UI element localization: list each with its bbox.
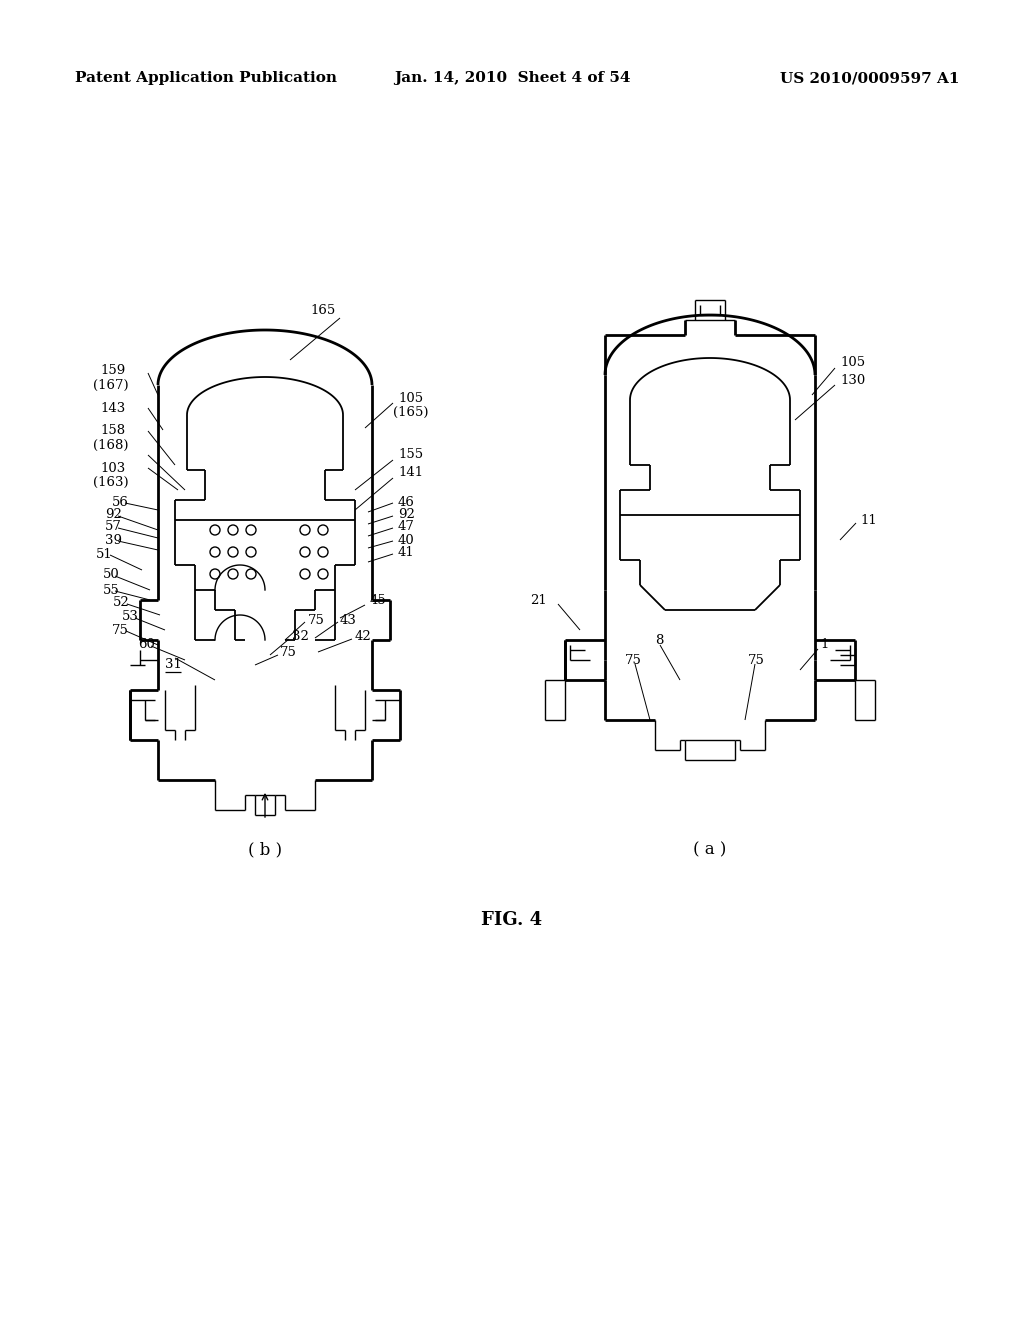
Text: FIG. 4: FIG. 4 — [481, 911, 543, 929]
Text: 40: 40 — [398, 533, 415, 546]
Text: 141: 141 — [398, 466, 423, 479]
Text: 39: 39 — [105, 533, 122, 546]
Text: (167): (167) — [93, 379, 129, 392]
Text: 159: 159 — [100, 363, 125, 376]
Text: 31: 31 — [165, 659, 182, 672]
Text: 103: 103 — [100, 462, 125, 474]
Text: 43: 43 — [340, 614, 357, 627]
Text: 55: 55 — [103, 583, 120, 597]
Text: Jan. 14, 2010  Sheet 4 of 54: Jan. 14, 2010 Sheet 4 of 54 — [394, 71, 630, 84]
Text: 155: 155 — [398, 449, 423, 462]
Text: 56: 56 — [112, 495, 129, 508]
Text: 21: 21 — [530, 594, 547, 606]
Text: 92: 92 — [105, 508, 122, 521]
Text: 42: 42 — [355, 631, 372, 644]
Text: 75: 75 — [625, 653, 642, 667]
Text: US 2010/0009597 A1: US 2010/0009597 A1 — [780, 71, 961, 84]
Text: 75: 75 — [308, 614, 325, 627]
Text: 46: 46 — [398, 495, 415, 508]
Text: 1: 1 — [820, 639, 828, 652]
Text: 130: 130 — [840, 374, 865, 387]
Text: 60: 60 — [138, 639, 155, 652]
Text: 41: 41 — [398, 546, 415, 560]
Text: 92: 92 — [398, 508, 415, 521]
Text: 8: 8 — [655, 634, 664, 647]
Text: 50: 50 — [103, 569, 120, 582]
Text: ( b ): ( b ) — [248, 842, 282, 858]
Text: (165): (165) — [393, 405, 428, 418]
Text: 47: 47 — [398, 520, 415, 533]
Text: 75: 75 — [280, 647, 297, 660]
Text: ( a ): ( a ) — [693, 842, 727, 858]
Text: (163): (163) — [93, 475, 129, 488]
Text: 165: 165 — [310, 304, 335, 317]
Text: 53: 53 — [122, 610, 139, 623]
Text: 158: 158 — [100, 424, 125, 437]
Text: 51: 51 — [96, 549, 113, 561]
Text: Patent Application Publication: Patent Application Publication — [75, 71, 337, 84]
Text: 105: 105 — [840, 356, 865, 370]
Text: 105: 105 — [398, 392, 423, 404]
Text: 143: 143 — [100, 401, 125, 414]
Text: 11: 11 — [860, 513, 877, 527]
Text: 57: 57 — [105, 520, 122, 533]
Text: 75: 75 — [112, 623, 129, 636]
Text: 32: 32 — [292, 631, 309, 644]
Text: 75: 75 — [748, 653, 765, 667]
Text: 52: 52 — [113, 597, 130, 610]
Text: (168): (168) — [93, 438, 128, 451]
Text: 45: 45 — [370, 594, 387, 606]
